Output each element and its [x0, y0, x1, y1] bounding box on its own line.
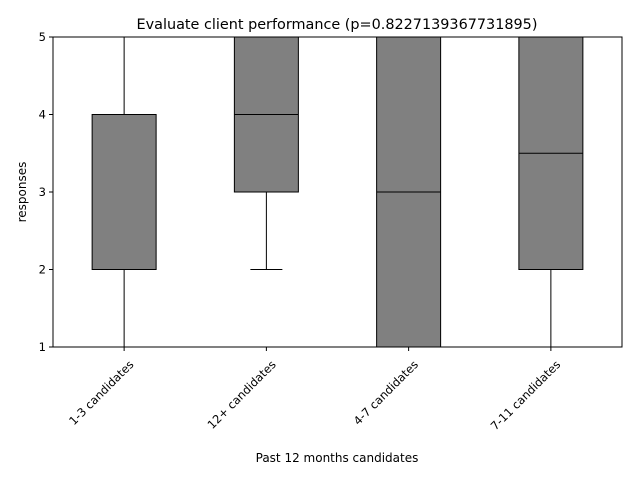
box-3 — [376, 36, 442, 348]
plot-area — [52, 36, 623, 348]
y-tick-label: 5 — [39, 30, 46, 44]
box-2 — [233, 36, 299, 270]
box-4 — [518, 36, 584, 348]
x-tick-label: 12+ candidates — [204, 357, 278, 431]
x-tick-label: 7-11 candidates — [488, 357, 564, 433]
x-tick-label: 4-7 candidates — [351, 357, 421, 427]
y-tick-label: 1 — [39, 340, 46, 354]
y-axis: 1 2 3 4 5 — [39, 30, 53, 354]
box-iqr — [91, 114, 157, 270]
x-axis: 1-3 candidates 12+ candidates 4-7 candidat… — [66, 347, 563, 433]
x-tick-label: 1-3 candidates — [66, 357, 136, 427]
y-tick-label: 3 — [39, 185, 46, 199]
x-axis-label: Past 12 months candidates — [256, 451, 419, 465]
chart-title: Evaluate client performance (p=0.8227139… — [137, 17, 538, 33]
y-tick-label: 4 — [39, 108, 46, 122]
y-tick-label: 2 — [39, 263, 46, 277]
box-1 — [91, 36, 157, 348]
y-axis-label: responses — [15, 162, 29, 223]
